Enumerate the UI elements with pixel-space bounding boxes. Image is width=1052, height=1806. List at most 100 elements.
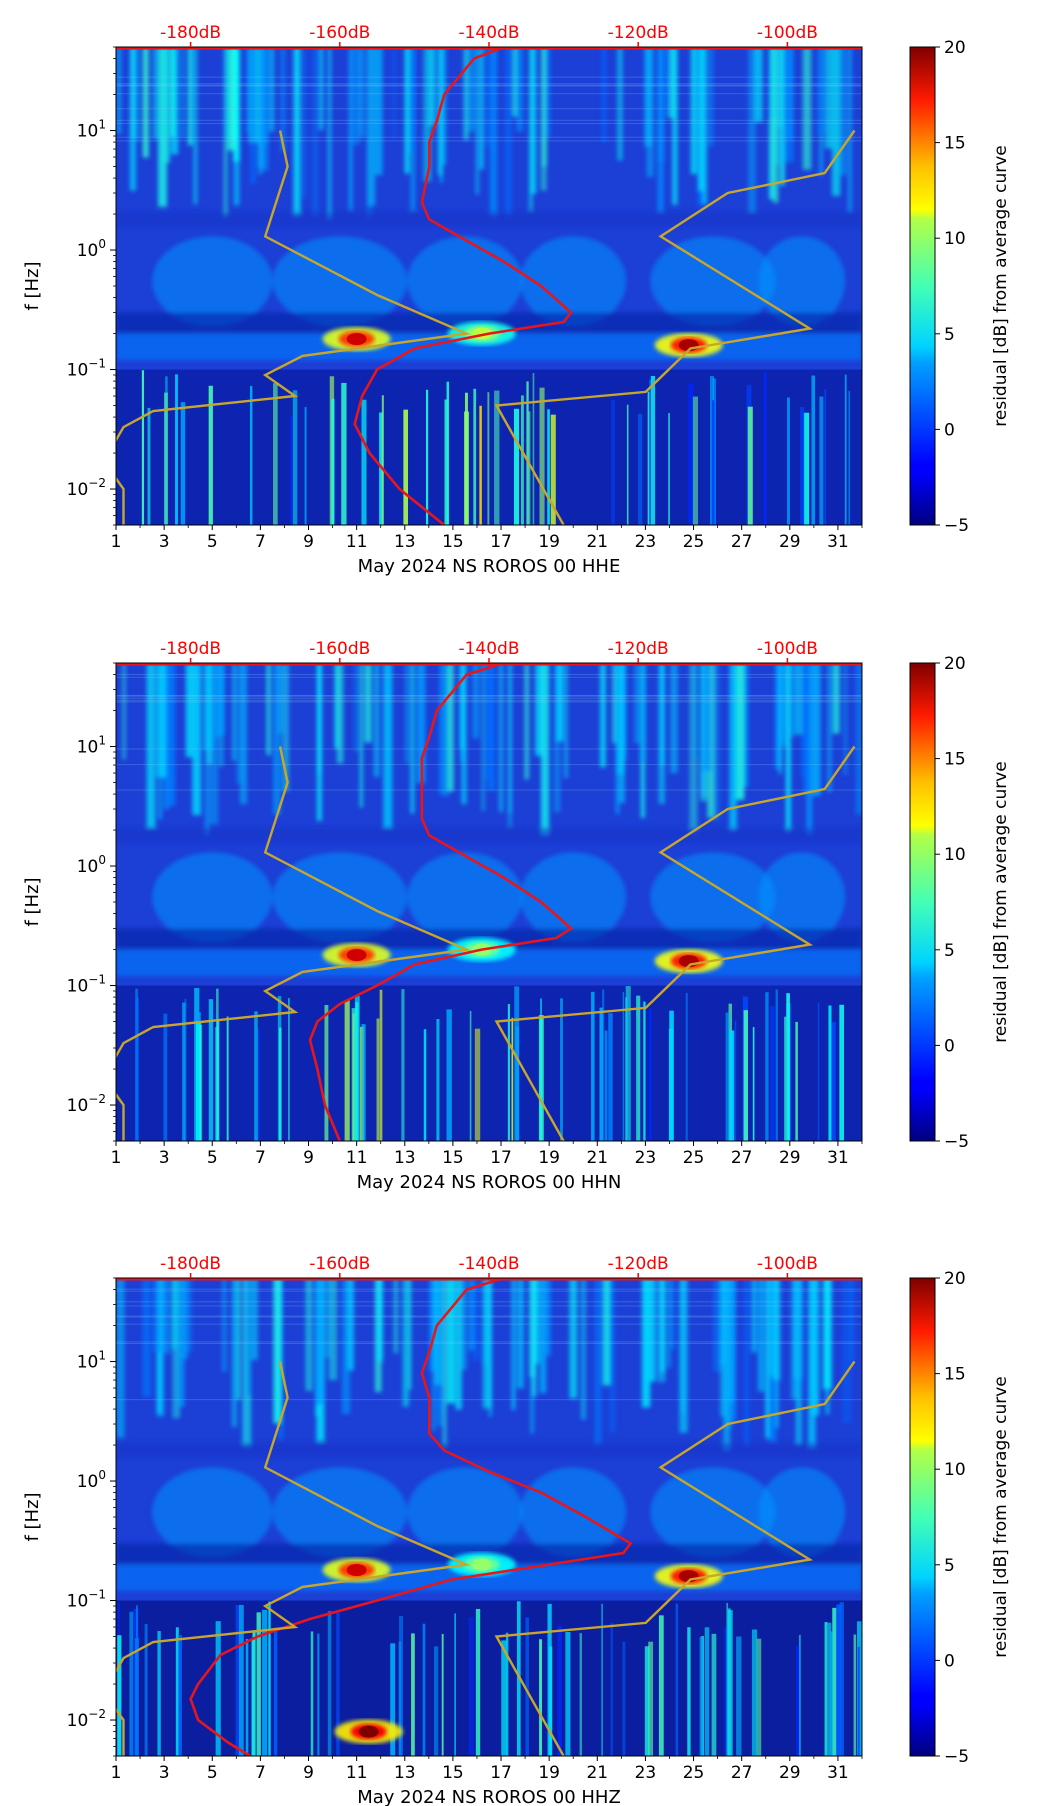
x-tick-label: 27: [731, 1763, 753, 1783]
x-tick-label: 17: [490, 1148, 512, 1168]
x-tick-label: 1: [111, 1763, 122, 1783]
colorbar-tick-label: 0: [944, 420, 955, 440]
x-tick-label: 21: [586, 1763, 608, 1783]
x-tick-label: 5: [207, 1763, 218, 1783]
top-db-label: -180dB: [160, 23, 221, 43]
x-tick-label: 13: [394, 1148, 416, 1168]
x-tick-label: 5: [207, 532, 218, 552]
x-axis-label: May 2024 NS ROROS 00 HHZ: [357, 1787, 621, 1806]
nlnm-curve: [116, 130, 472, 525]
y-tick-label: 10−1: [67, 973, 106, 997]
x-tick-label: 27: [731, 532, 753, 552]
colorbar-tick-label: 0: [944, 1036, 955, 1056]
x-tick-label: 21: [586, 532, 608, 552]
y-tick-label: 10−1: [67, 1588, 106, 1612]
colorbar: [909, 46, 936, 526]
top-db-label: -120dB: [608, 639, 669, 659]
x-tick-label: 19: [538, 532, 560, 552]
top-db-label: -160dB: [309, 23, 370, 43]
x-tick-label: 1: [111, 1148, 122, 1168]
heatmap-field: [116, 47, 862, 525]
top-db-label: -140dB: [458, 23, 519, 43]
x-tick-label: 7: [255, 1763, 266, 1783]
average-psd-curve: [189, 1278, 633, 1756]
colorbar-tick-label: −5: [944, 1132, 969, 1152]
top-db-label: -100dB: [757, 1254, 818, 1274]
y-axis-label: f [Hz]: [22, 1492, 43, 1541]
x-tick-label: 15: [442, 1148, 464, 1168]
hot-spot: [358, 1725, 379, 1738]
colorbar-tick-label: 5: [944, 1556, 955, 1576]
top-db-label: -180dB: [160, 639, 221, 659]
y-tick-label: 10−1: [67, 357, 106, 381]
x-tick-label: 29: [779, 1763, 801, 1783]
top-db-label: -140dB: [458, 639, 519, 659]
colorbar-tick-label: 20: [944, 654, 966, 674]
hot-spot: [471, 1558, 492, 1571]
x-tick-label: 23: [635, 1148, 657, 1168]
y-axis-label: f [Hz]: [22, 261, 43, 310]
colorbar-tick-label: 5: [944, 941, 955, 961]
x-tick-label: 17: [490, 532, 512, 552]
x-tick-label: 17: [490, 1763, 512, 1783]
colorbar-tick-label: 10: [944, 1460, 966, 1480]
heatmap-field: [116, 663, 862, 1141]
colorbar-tick-label: 10: [944, 229, 966, 249]
x-tick-label: 9: [303, 1763, 314, 1783]
x-tick-label: 11: [346, 1148, 368, 1168]
x-tick-label: 31: [827, 1763, 849, 1783]
colorbar-tick-label: −5: [944, 516, 969, 536]
x-axis-label: May 2024 NS ROROS 00 HHN: [357, 1172, 622, 1193]
x-tick-label: 23: [635, 1763, 657, 1783]
top-db-label: -120dB: [608, 23, 669, 43]
colorbar-tick-label: 20: [944, 1269, 966, 1289]
hot-spot: [346, 333, 367, 346]
x-tick-label: 21: [586, 1148, 608, 1168]
colorbar-tick-label: 10: [944, 845, 966, 865]
y-tick-label: 10−2: [67, 1092, 106, 1116]
colorbar-label: residual [dB] from average curve: [991, 1376, 1011, 1657]
x-tick-label: 15: [442, 1763, 464, 1783]
top-db-label: -120dB: [608, 1254, 669, 1274]
y-tick-label: 100: [77, 853, 106, 877]
top-db-label: -160dB: [309, 1254, 370, 1274]
x-tick-label: 23: [635, 532, 657, 552]
y-tick-label: 101: [77, 118, 106, 142]
x-tick-label: 15: [442, 532, 464, 552]
colorbar: [909, 1277, 936, 1757]
x-tick-label: 5: [207, 1148, 218, 1168]
nhnm-curve: [494, 129, 856, 525]
y-tick-label: 100: [77, 237, 106, 261]
x-tick-label: 3: [159, 1148, 170, 1168]
x-tick-label: 9: [303, 532, 314, 552]
colorbar-tick-label: 5: [944, 325, 955, 345]
x-tick-label: 29: [779, 1148, 801, 1168]
x-tick-label: 1: [111, 532, 122, 552]
y-tick-label: 10−2: [67, 476, 106, 500]
y-tick-label: 101: [77, 1349, 106, 1373]
x-tick-label: 31: [827, 532, 849, 552]
top-db-label: -140dB: [458, 1254, 519, 1274]
x-tick-label: 25: [683, 1148, 705, 1168]
nhnm-curve: [494, 745, 856, 1141]
y-axis-label: f [Hz]: [22, 877, 43, 926]
y-tick-label: 100: [77, 1468, 106, 1492]
colorbar-tick-label: 0: [944, 1651, 955, 1671]
top-db-label: -160dB: [309, 639, 370, 659]
x-tick-label: 27: [731, 1148, 753, 1168]
x-tick-label: 7: [255, 1148, 266, 1168]
x-tick-label: 19: [538, 1763, 560, 1783]
x-tick-label: 9: [303, 1148, 314, 1168]
x-tick-label: 13: [394, 1763, 416, 1783]
x-tick-label: 25: [683, 1763, 705, 1783]
colorbar-tick-label: 20: [944, 38, 966, 58]
top-db-label: -180dB: [160, 1254, 221, 1274]
nhnm-curve: [494, 1360, 856, 1756]
x-tick-label: 25: [683, 532, 705, 552]
colorbar-tick-label: 15: [944, 1365, 966, 1385]
average-psd-curve: [308, 663, 574, 1141]
colorbar-tick-label: −5: [944, 1747, 969, 1767]
